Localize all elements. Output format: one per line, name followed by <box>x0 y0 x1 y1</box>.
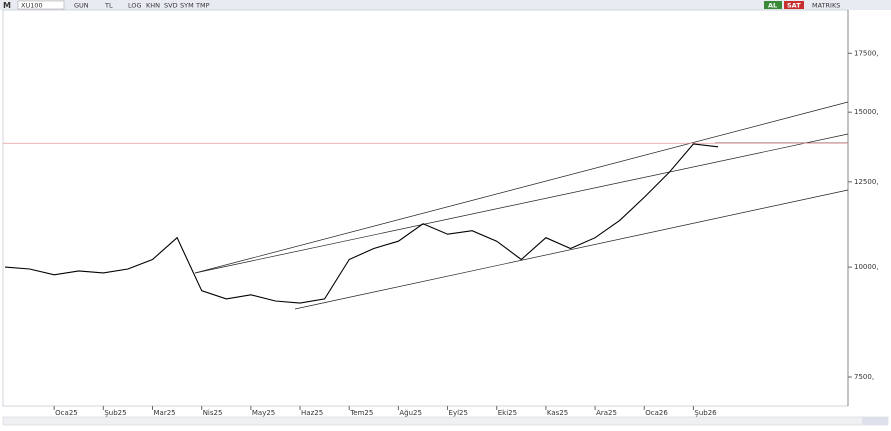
logo: M <box>3 1 11 10</box>
sym-button[interactable]: SYM <box>180 2 194 10</box>
trend-line <box>194 133 849 274</box>
price-line <box>4 143 719 304</box>
x-tick-label: Ağu25 <box>399 409 422 417</box>
sell-box[interactable] <box>784 1 804 9</box>
period-button[interactable]: GUN <box>74 2 89 10</box>
x-tick-label: Eki25 <box>498 409 517 417</box>
y-tick-label: 10000, <box>854 263 879 271</box>
x-tick-label: Şub25 <box>104 409 126 417</box>
x-tick-label: Tem25 <box>349 409 373 417</box>
trend-line <box>194 101 849 274</box>
x-tick-label: Oca26 <box>645 409 668 417</box>
y-tick-label: 17500, <box>854 49 879 57</box>
tmp-button[interactable]: TMP <box>195 2 210 10</box>
x-tick-label: Kas25 <box>547 409 568 417</box>
x-tick-label: Ara25 <box>596 409 617 417</box>
x-tick-label: Haz25 <box>301 409 323 417</box>
scrollbar[interactable] <box>2 416 889 426</box>
y-tick-label: 7500, <box>854 373 874 381</box>
scroll-buttons[interactable] <box>862 417 888 425</box>
x-tick-label: Mar25 <box>154 409 176 417</box>
x-tick-label: Nis25 <box>203 409 223 417</box>
buy-button[interactable]: AL <box>768 2 777 10</box>
symbol-box[interactable] <box>17 0 65 10</box>
plot-area <box>2 9 849 407</box>
svd-button[interactable]: SVD <box>164 2 178 10</box>
trend-line <box>294 189 849 310</box>
x-tick-label: Eyl25 <box>449 409 468 417</box>
toolbar <box>0 0 891 10</box>
y-tick-label: 15000, <box>854 108 879 116</box>
currency-button[interactable]: TL <box>104 2 113 10</box>
y-tick-label: 12500, <box>854 178 879 186</box>
log-button[interactable]: LOG <box>128 2 142 10</box>
x-tick-label: May25 <box>252 409 275 417</box>
x-tick-label: Şub26 <box>694 409 717 417</box>
buy-box[interactable] <box>764 1 782 9</box>
symbol[interactable]: XU100 <box>21 2 43 10</box>
brand[interactable]: MATRIKS <box>812 2 840 10</box>
x-tick-label: Oca25 <box>55 409 78 417</box>
sell-button[interactable]: SAT <box>787 2 801 10</box>
khn-button[interactable]: KHN <box>146 2 160 10</box>
